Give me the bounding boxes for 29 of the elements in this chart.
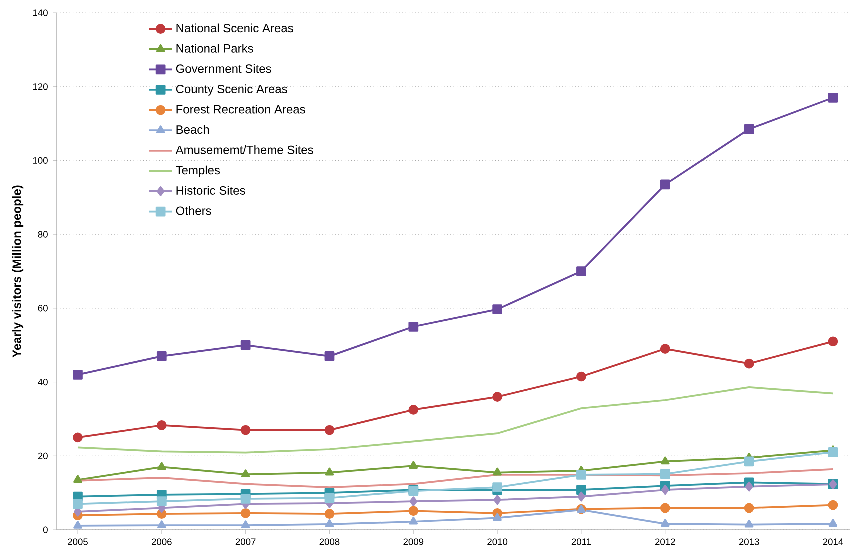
legend-label: County Scenic Areas [176,84,288,96]
legend-label: Government Sites [176,64,272,74]
y-axis-title: Yearly visitors (Million people) [12,186,24,358]
x-tick-label: 2008 [320,538,340,546]
x-tick-label: 2014 [823,538,844,546]
legend-label: National Scenic Areas [176,24,294,33]
y-tick-label: 100 [33,157,48,164]
legend-label: Others [176,206,212,216]
x-tick-label: 2005 [68,538,88,546]
legend-label: Amusememt/Theme Sites [176,146,314,154]
legend-label: Temples [176,166,220,178]
x-tick-label: 2010 [488,538,508,546]
x-tick-label: 2007 [236,538,256,546]
x-tick-label: 2006 [152,538,172,546]
x-tick-label: 2013 [739,538,760,546]
legend-label: Forest Recreation Areas [176,104,306,114]
x-tick-label: 2009 [404,538,424,546]
y-tick-label: 80 [38,231,48,238]
legend-label: Beach [176,125,210,134]
y-tick-label: 120 [33,84,48,90]
y-tick-label: 40 [38,378,48,386]
legend-label: Historic Sites [176,186,246,195]
y-tick-label: 140 [33,10,48,16]
y-tick-label: 0 [43,526,48,534]
y-tick-label: 60 [38,305,48,312]
x-tick-label: 2011 [572,538,592,546]
x-tick-label: 2012 [655,538,676,546]
y-tick-label: 20 [38,452,48,460]
legend-label: National Parks [176,44,254,53]
